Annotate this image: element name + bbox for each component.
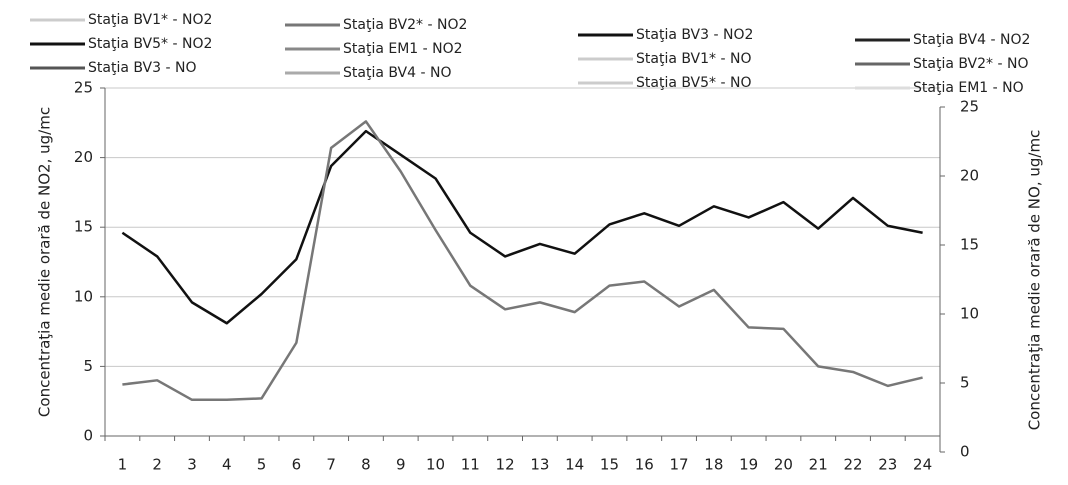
x-tick-label: 7 <box>326 456 336 474</box>
y-tick-label: 25 <box>74 79 93 97</box>
x-tick-label: 17 <box>670 456 689 474</box>
legend-label: Staţia BV2* - NO <box>913 56 1028 72</box>
legend-label: Staţia BV5* - NO <box>636 75 751 91</box>
y2-tick-label: 20 <box>960 167 979 185</box>
y-tick-label: 5 <box>83 357 93 375</box>
x-tick-label: 1 <box>118 456 128 474</box>
legend-label: Staţia BV4 - NO <box>343 65 451 81</box>
y2-axis-title: Concentraţia medie orară de NO, ug/mc <box>1026 130 1044 431</box>
legend-label: Staţia BV1* - NO <box>636 51 751 67</box>
x-tick-label: 14 <box>565 456 584 474</box>
legend-label: Staţia EM1 - NO2 <box>343 41 463 57</box>
x-tick-label: 18 <box>704 456 723 474</box>
series-line <box>121 129 923 325</box>
y2-tick-label: 15 <box>960 236 979 254</box>
x-tick-label: 6 <box>292 456 302 474</box>
x-tick-label: 10 <box>426 456 445 474</box>
y2-tick-label: 25 <box>960 98 979 116</box>
legend-label: Staţia BV4 - NO2 <box>913 32 1030 48</box>
x-tick-label: 5 <box>257 456 267 474</box>
y-tick-label: 0 <box>83 427 93 445</box>
x-tick-label: 13 <box>530 456 549 474</box>
x-tick-label: 12 <box>496 456 515 474</box>
y2-tick-label: 5 <box>960 374 970 392</box>
x-tick-label: 3 <box>187 456 197 474</box>
x-tick-label: 19 <box>739 456 758 474</box>
y-tick-label: 10 <box>74 287 93 305</box>
legend-label: Staţia BV3 - NO2 <box>636 27 753 43</box>
x-tick-label: 24 <box>913 456 932 474</box>
y-axis-title: Concentraţia medie orară de NO2, ug/mc <box>36 107 54 417</box>
legend-label: Staţia BV2* - NO2 <box>343 17 467 33</box>
y2-tick-label: 0 <box>960 443 970 461</box>
y-tick-label: 20 <box>74 148 93 166</box>
legend-label: Staţia EM1 - NO <box>913 80 1024 96</box>
x-tick-label: 2 <box>152 456 162 474</box>
x-tick-label: 20 <box>774 456 793 474</box>
x-tick-label: 23 <box>878 456 897 474</box>
legend-label: Staţia BV3 - NO <box>88 60 196 76</box>
series-line <box>122 120 923 402</box>
x-tick-label: 16 <box>635 456 654 474</box>
x-tick-label: 11 <box>461 456 480 474</box>
x-tick-label: 15 <box>600 456 619 474</box>
x-tick-label: 4 <box>222 456 232 474</box>
legend-label: Staţia BV1* - NO2 <box>88 12 212 28</box>
legend-label: Staţia BV5* - NO2 <box>88 36 212 52</box>
x-tick-label: 21 <box>809 456 828 474</box>
y-tick-label: 15 <box>74 218 93 236</box>
x-tick-label: 9 <box>396 456 406 474</box>
x-tick-label: 8 <box>361 456 371 474</box>
x-tick-label: 22 <box>843 456 862 474</box>
y2-tick-label: 10 <box>960 305 979 323</box>
